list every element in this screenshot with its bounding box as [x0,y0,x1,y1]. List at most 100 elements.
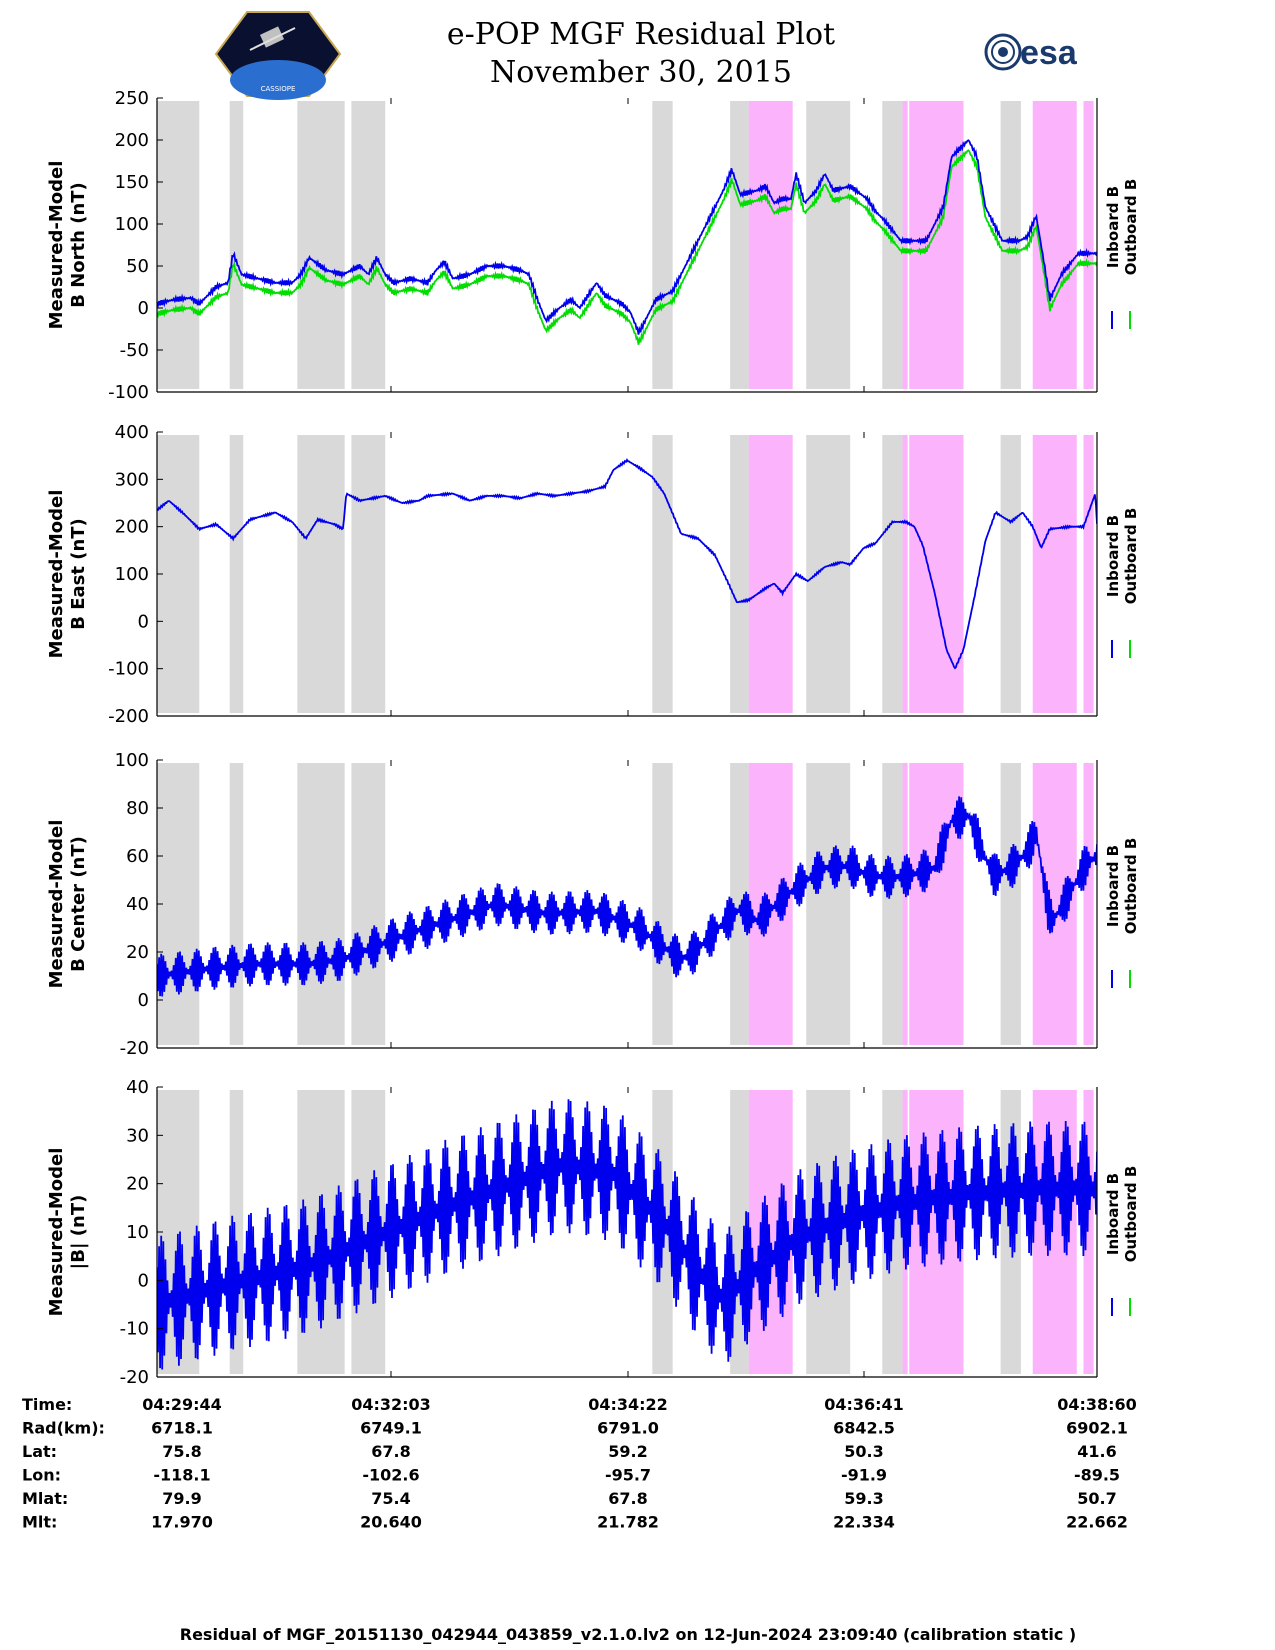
gray-shade-band [229,101,244,389]
gray-shade-band [882,435,903,713]
y-tick-label: 100 [115,564,149,585]
info-value: 04:32:03 [351,1395,431,1414]
gray-shade-band [297,101,345,389]
y-axis-label-line: B North (nT) [68,182,89,308]
series-line-inboard-b [157,796,1097,997]
y-tick-label: 0 [138,611,149,632]
y-tick-label: -10 [120,1319,149,1340]
y-tick-label: -20 [120,1367,149,1388]
y-tick-label: -100 [108,382,149,403]
y-tick-label: 30 [126,1125,149,1146]
y-axis-label: Measured-ModelB East (nT) [46,490,89,659]
pink-shade-band [909,763,964,1045]
info-label: Rad(km): [22,1419,105,1438]
series-group [157,458,1097,670]
info-value: 59.3 [844,1489,883,1508]
pink-shade-band [1032,763,1077,1045]
y-tick-label: 80 [126,798,149,819]
info-value: 59.2 [608,1442,647,1461]
info-value: -91.9 [841,1466,887,1485]
cassiope-logo-text: CASSIOPE [261,85,296,93]
gray-shade-band [806,763,851,1045]
info-value: -95.7 [605,1466,651,1485]
panel-b-total: 40 30 20 10 0 -10 -20 Measured-Model|B| (nT) Inb… [46,1077,1140,1388]
y-tick-label: -50 [120,340,149,361]
legend: Inboard B Outboard B [1104,508,1140,658]
y-tick-label: 0 [138,1270,149,1291]
info-value: -102.6 [362,1466,419,1485]
pink-shade-band [1083,101,1094,389]
y-tick-label: 0 [138,298,149,319]
info-value: -118.1 [153,1466,210,1485]
legend-label-outboard: Outboard B [1122,179,1140,276]
gray-shade-band [351,435,386,713]
pink-shade-band [909,435,964,713]
y-tick-label: 50 [126,256,149,277]
gray-shade-band [806,435,851,713]
legend-label-outboard: Outboard B [1122,1166,1140,1263]
pink-shade-band [1032,435,1077,713]
info-value: 75.4 [371,1489,410,1508]
y-tick-label: -20 [120,1038,149,1059]
info-value: 67.8 [371,1442,410,1461]
legend: Inboard B Outboard B [1104,838,1140,988]
legend-label-outboard: Outboard B [1122,508,1140,605]
info-value: 75.8 [162,1442,201,1461]
chart-title: e-POP MGF Residual Plot [447,17,835,52]
info-value: 22.662 [1066,1513,1128,1532]
gray-shade-band [157,763,200,1045]
panel-b-center: 100 80 60 40 20 0 -20 Measured-ModelB Center (n… [46,750,1140,1059]
info-value: 50.7 [1077,1489,1116,1508]
gray-shade-band [157,435,200,713]
panel-b-north: 250 200 150 100 50 0 -50 -100 Measured-ModelB No… [46,88,1140,403]
cassiope-logo: CASSIOPE [214,11,342,100]
gray-shade-band [882,101,903,389]
y-tick-label: 0 [138,990,149,1011]
series-line-inboard-b [157,458,1097,670]
y-tick-label: 100 [115,214,149,235]
gray-shade-band [1000,101,1021,389]
gray-shade-band [730,101,749,389]
info-value: 79.9 [162,1489,201,1508]
y-axis-label-line: Measured-Model [46,820,67,989]
esa-logo-text: esa [1020,34,1078,72]
y-tick-label: -100 [108,659,149,680]
info-value: 21.782 [597,1513,659,1532]
info-value: 6842.5 [833,1419,895,1438]
legend-label-outboard: Outboard B [1122,838,1140,935]
info-value: 04:29:44 [142,1395,222,1414]
y-axis-label-line: Measured-Model [46,490,67,659]
info-value: 17.970 [151,1513,213,1532]
legend: Inboard B Outboard B [1104,179,1140,329]
gray-shade-band [1000,763,1021,1045]
orbit-info-table: Time: 04:29:44 04:32:03 04:34:22 04:36:41 04:… [22,1395,1137,1532]
info-value: 67.8 [608,1489,647,1508]
esa-logo: esa [984,33,1078,72]
info-value: 50.3 [844,1442,883,1461]
info-label: Mlt: [22,1513,57,1532]
y-tick-label: 40 [126,1077,149,1098]
gray-shade-band [806,101,851,389]
y-tick-label: -200 [108,706,149,727]
y-axis-label-line: B Center (nT) [68,836,89,972]
info-value: 22.334 [833,1513,895,1532]
gray-shade-band [1000,435,1021,713]
pink-shade-band [1032,1090,1077,1374]
info-value: 04:34:22 [588,1395,668,1414]
series-group [157,796,1097,997]
pink-shade-band [902,435,908,713]
legend-label-inboard: Inboard B [1104,186,1122,268]
series-line-inboard-b [157,139,1097,335]
y-axis-label: Measured-ModelB North (nT) [46,161,89,330]
footer-caption: Residual of MGF_20151130_042944_043859_v… [180,1625,1076,1644]
legend-label-inboard: Inboard B [1104,845,1122,927]
info-value: 6902.1 [1066,1419,1128,1438]
y-tick-label: 300 [115,469,149,490]
series-line-outboard-b [157,149,1097,345]
info-label: Mlat: [22,1489,68,1508]
info-value: 6791.0 [597,1419,659,1438]
gray-shade-band [229,763,244,1045]
info-value: 6749.1 [360,1419,422,1438]
info-value: -89.5 [1074,1466,1120,1485]
